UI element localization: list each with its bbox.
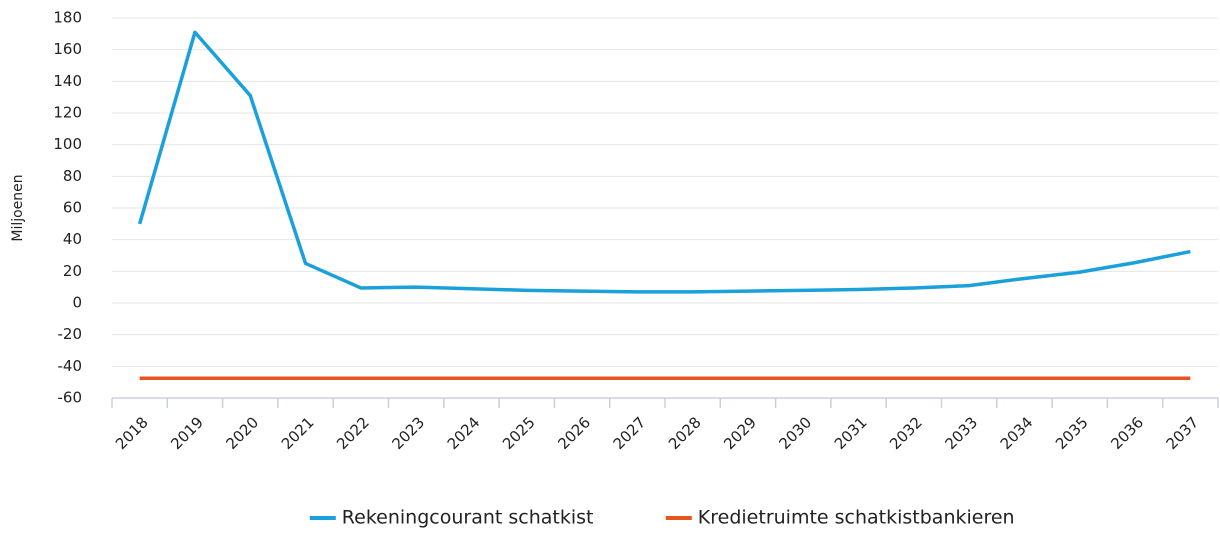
x-tick-label: 2035: [1052, 413, 1092, 453]
y-tick-label: -20: [58, 325, 83, 343]
x-tick-label: 2030: [776, 413, 816, 453]
x-tick-label: 2037: [1163, 413, 1203, 453]
x-tick-label: 2032: [886, 413, 926, 453]
legend: Rekeningcourant schatkist Kredietruimte s…: [309, 507, 1015, 529]
y-tick-label: 80: [63, 167, 82, 185]
series-line: [137, 30, 1191, 294]
legend-label: Kredietruimte schatkistbankieren: [698, 507, 1015, 529]
x-tick-label: 2018: [112, 413, 152, 453]
y-tick-label: 100: [53, 135, 82, 153]
legend-label: Rekeningcourant schatkist: [342, 507, 594, 529]
y-tick-label: -40: [58, 357, 83, 375]
x-tick-label: 2033: [941, 413, 981, 453]
y-tick-label: 160: [53, 40, 82, 58]
y-tick-label: 120: [53, 104, 82, 122]
x-tick-label: 2024: [444, 413, 484, 453]
x-tick-label: 2019: [167, 413, 207, 453]
x-tick-label: 2028: [665, 413, 705, 453]
x-tick-label: 2026: [554, 413, 594, 453]
y-tick-label: 20: [63, 262, 82, 280]
x-tick-label: 2021: [278, 413, 318, 453]
x-tick-label: 2031: [831, 413, 871, 453]
y-tick-label: 180: [53, 9, 82, 27]
y-tick-label: 0: [72, 294, 82, 312]
x-tick-label: 2025: [499, 413, 539, 453]
x-tick-label: 2036: [1107, 413, 1147, 453]
x-tick-label: 2027: [610, 413, 650, 453]
x-tick-label: 2023: [388, 413, 428, 453]
x-tick-label: 2034: [997, 413, 1037, 453]
x-tick-label: 2022: [333, 413, 373, 453]
y-tick-label: 60: [63, 199, 82, 217]
y-axis-label: Miljoenen: [10, 174, 26, 241]
x-tick-label: 2020: [223, 413, 263, 453]
y-tick-label: 140: [53, 72, 82, 90]
x-tick-label: 2029: [720, 413, 760, 453]
y-tick-label: -60: [58, 389, 83, 407]
y-tick-label: 40: [63, 230, 82, 248]
